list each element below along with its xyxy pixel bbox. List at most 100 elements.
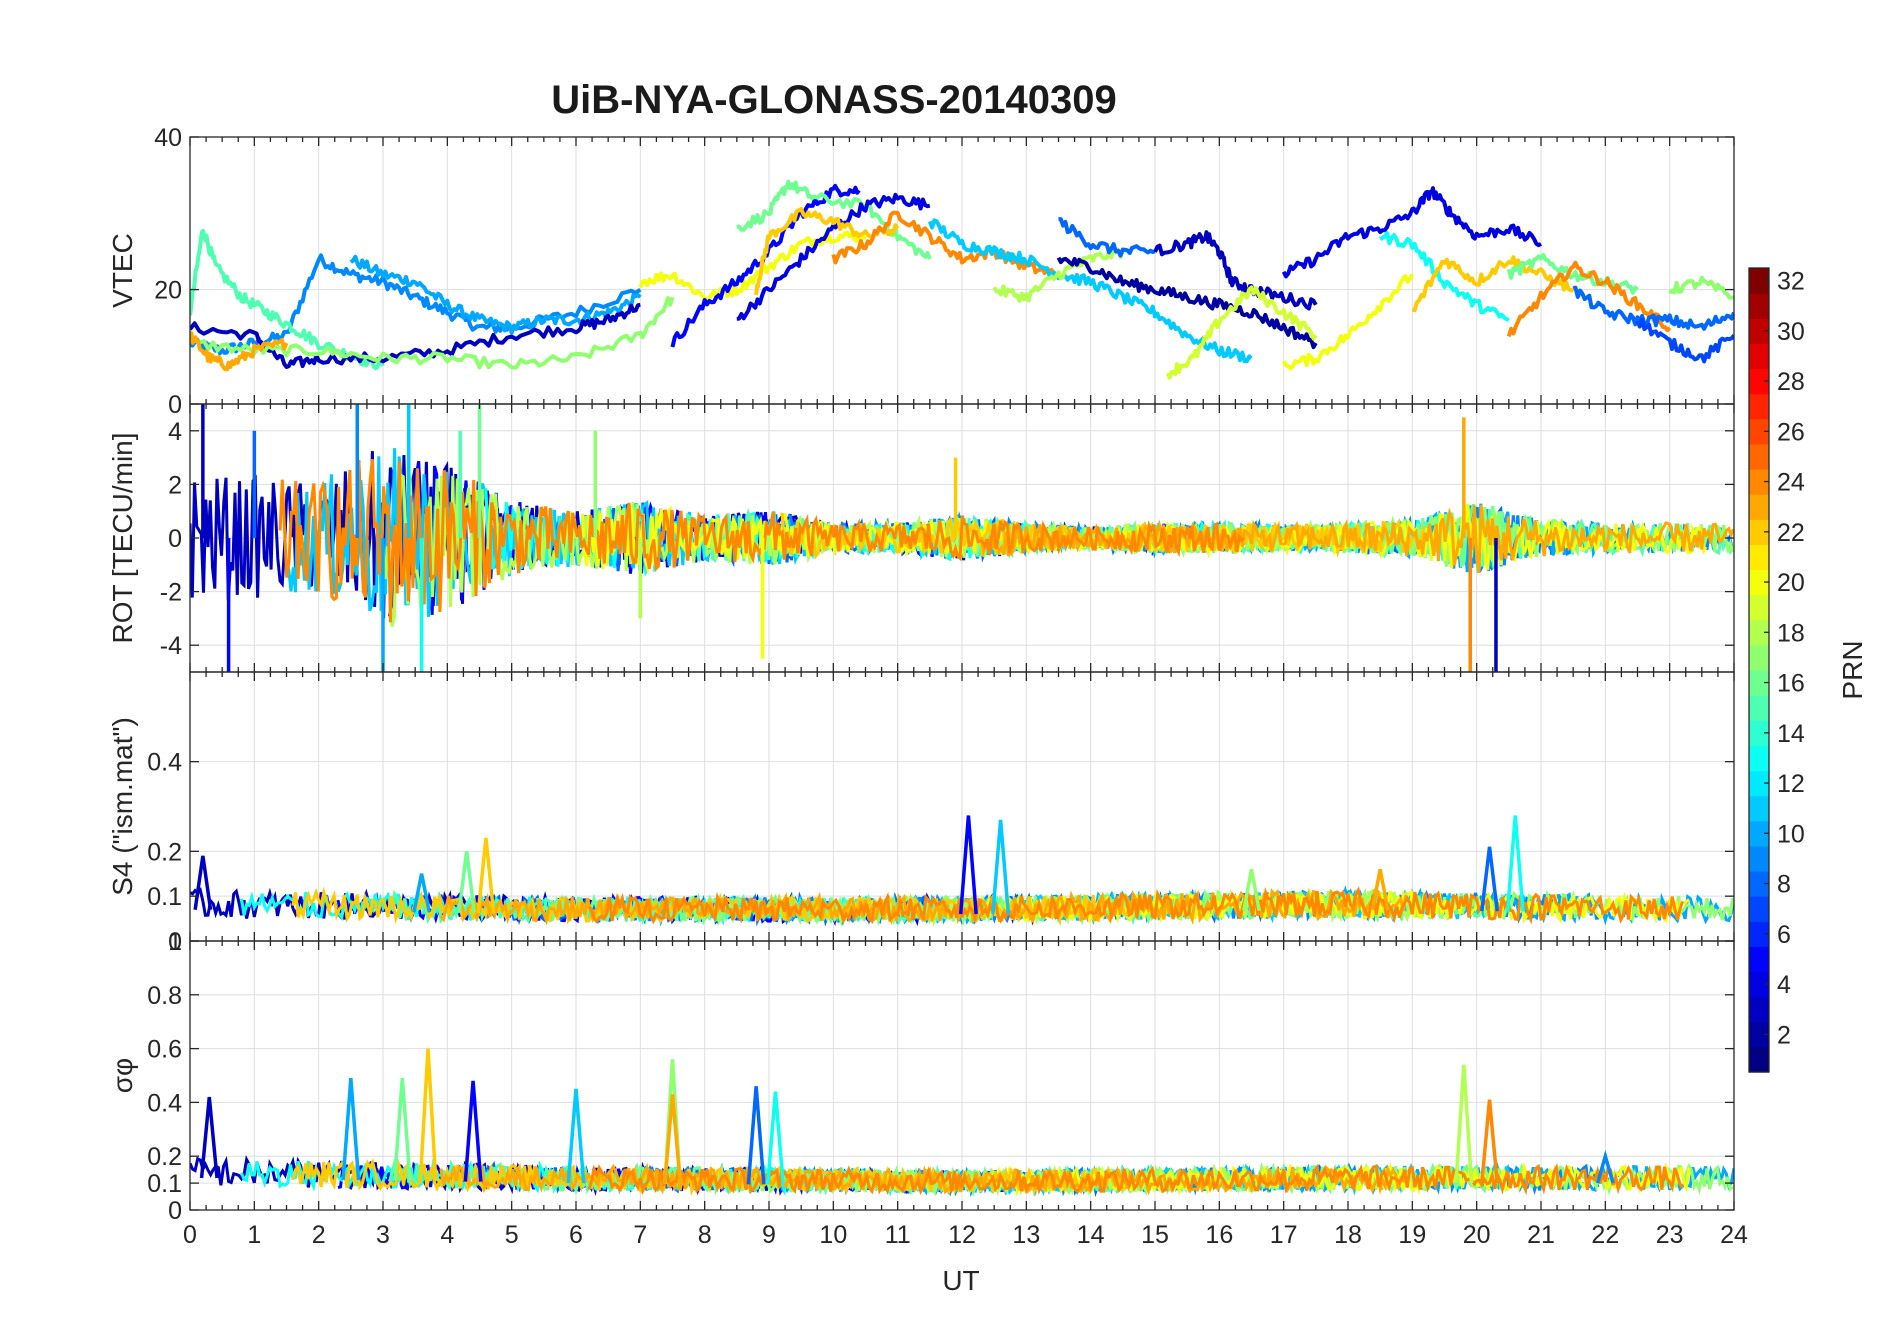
colorbar-swatch: [1749, 443, 1769, 470]
colorbar-swatch: [1749, 293, 1769, 319]
noise-series-prn-23: [439, 1162, 1408, 1196]
x-tick-label: 0: [183, 1221, 197, 1249]
y-tick-label: 0: [168, 391, 182, 419]
colorbar-swatch: [1749, 695, 1769, 721]
spike: [199, 1096, 219, 1179]
spike: [476, 837, 496, 914]
x-tick-label: 16: [1205, 1221, 1233, 1249]
x-tick-label: 13: [1012, 1221, 1040, 1249]
colorbar-label: PRN: [1837, 640, 1868, 699]
x-tick-label: 15: [1141, 1221, 1169, 1249]
y-tick-label: 20: [154, 277, 182, 305]
colorbar-tick-label: 22: [1777, 519, 1805, 547]
y-tick-label: 0.2: [147, 1143, 182, 1171]
spike: [463, 1080, 483, 1182]
colorbar-swatch: [1749, 871, 1769, 897]
colorbar-swatch: [1749, 845, 1769, 872]
x-tick-label: 3: [376, 1221, 390, 1249]
y-tick-label: 0: [168, 928, 182, 956]
spike: [457, 851, 477, 914]
vtec-series-prn-8: [1058, 217, 1156, 258]
y-axis-label: S4 ("ism.mat"): [107, 717, 138, 896]
rot-series-prn-23: [979, 504, 1734, 574]
noise-series-prn-24: [587, 1163, 1684, 1196]
x-tick-label: 12: [948, 1221, 976, 1249]
spike: [1480, 1099, 1499, 1184]
y-tick-label: 0.1: [147, 1170, 182, 1198]
vtec-series-prn-24: [1506, 260, 1672, 337]
spike: [1480, 846, 1499, 912]
vtec-series-prn-3: [190, 302, 641, 369]
vtec-series-prn-8: [1572, 285, 1734, 331]
y-tick-label: -2: [160, 579, 182, 607]
y-axis-label: VTEC: [107, 233, 138, 308]
colorbar-swatch: [1749, 619, 1769, 646]
colorbar-swatch: [1749, 343, 1769, 370]
y-axis-label: σφ: [107, 1058, 138, 1093]
panel-traces: [190, 404, 1734, 672]
colorbar-tick-label: 30: [1777, 318, 1805, 346]
vtec-series-prn-11: [927, 218, 1253, 364]
colorbar-swatch: [1749, 644, 1769, 671]
colorbar-tick-label: 8: [1777, 871, 1791, 899]
y-tick-label: 0.6: [147, 1036, 182, 1064]
colorbar-swatch: [1749, 971, 1769, 998]
colorbar-swatch: [1749, 770, 1769, 797]
colorbar-swatch: [1749, 544, 1769, 571]
x-tick-label: 9: [762, 1221, 776, 1249]
panel-1: 20 40 VTEC: [107, 124, 1735, 405]
y-tick-label: -4: [160, 632, 182, 660]
vtec-series-prn-17: [1668, 275, 1734, 300]
y-tick-label: 0.4: [147, 1089, 182, 1117]
spike: [1595, 1149, 1615, 1184]
colorbar-tick-label: 20: [1777, 569, 1805, 597]
y-axis-label: ROT [TECU/min]: [107, 432, 138, 643]
x-axis-label: UT: [942, 1265, 979, 1296]
colorbar-swatch: [1749, 896, 1769, 922]
vtec-series-prn-16: [736, 179, 932, 260]
vtec-series-prn-2: [1056, 256, 1318, 350]
colorbar-swatch: [1749, 795, 1769, 822]
colorbar-tick-label: 16: [1777, 670, 1805, 698]
vtec-series-prn-20: [638, 230, 867, 302]
colorbar-swatch: [1749, 368, 1769, 395]
x-tick-label: 17: [1270, 1221, 1298, 1249]
colorbar-frame: [1748, 267, 1770, 1073]
colorbar-tick-label: 10: [1777, 820, 1805, 848]
spike: [746, 1086, 766, 1185]
x-tick-label: 22: [1591, 1221, 1619, 1249]
vtec-series-prn-19: [1166, 285, 1318, 380]
spike: [1370, 868, 1390, 911]
vtec-series-prn-22: [754, 207, 900, 296]
spike: [392, 1078, 412, 1181]
x-tick-label: 24: [1720, 1221, 1748, 1249]
spike: [1454, 1064, 1474, 1184]
vtec-series-prn-7: [1635, 317, 1734, 364]
colorbar-tick-label: 2: [1777, 1021, 1791, 1049]
colorbar-swatch: [1749, 519, 1769, 545]
colorbar-swatch: [1749, 469, 1769, 495]
x-tick-label: 8: [698, 1221, 712, 1249]
colorbar-swatch: [1749, 921, 1769, 947]
x-tick-label: 10: [819, 1221, 847, 1249]
vtec-series-prn-20: [1281, 273, 1415, 371]
colorbar-swatch: [1749, 996, 1769, 1023]
colorbar-swatch: [1749, 594, 1769, 621]
chart-title: UiB-NYA-GLONASS-20140309: [551, 78, 1116, 122]
colorbar-tick-label: 14: [1777, 720, 1805, 748]
spike: [991, 819, 1011, 914]
colorbar-tick-label: 32: [1777, 268, 1805, 296]
vtec-series-prn-13: [1379, 231, 1510, 322]
colorbar-swatch: [1749, 494, 1769, 520]
y-tick-label: 40: [154, 124, 182, 152]
spike: [566, 1088, 586, 1184]
y-tick-label: 0.2: [147, 838, 182, 866]
colorbar-swatch: [1749, 1021, 1769, 1048]
spike: [765, 1091, 785, 1185]
x-tick-label: 2: [312, 1221, 326, 1249]
colorbar-swatch: [1749, 720, 1769, 746]
panel-3: 0 0.1 0.2 0.4 S4 ("ism.mat"): [107, 671, 1735, 956]
vtec-series-prn-18: [992, 246, 1125, 303]
vtec-series-prn-15: [190, 228, 385, 371]
